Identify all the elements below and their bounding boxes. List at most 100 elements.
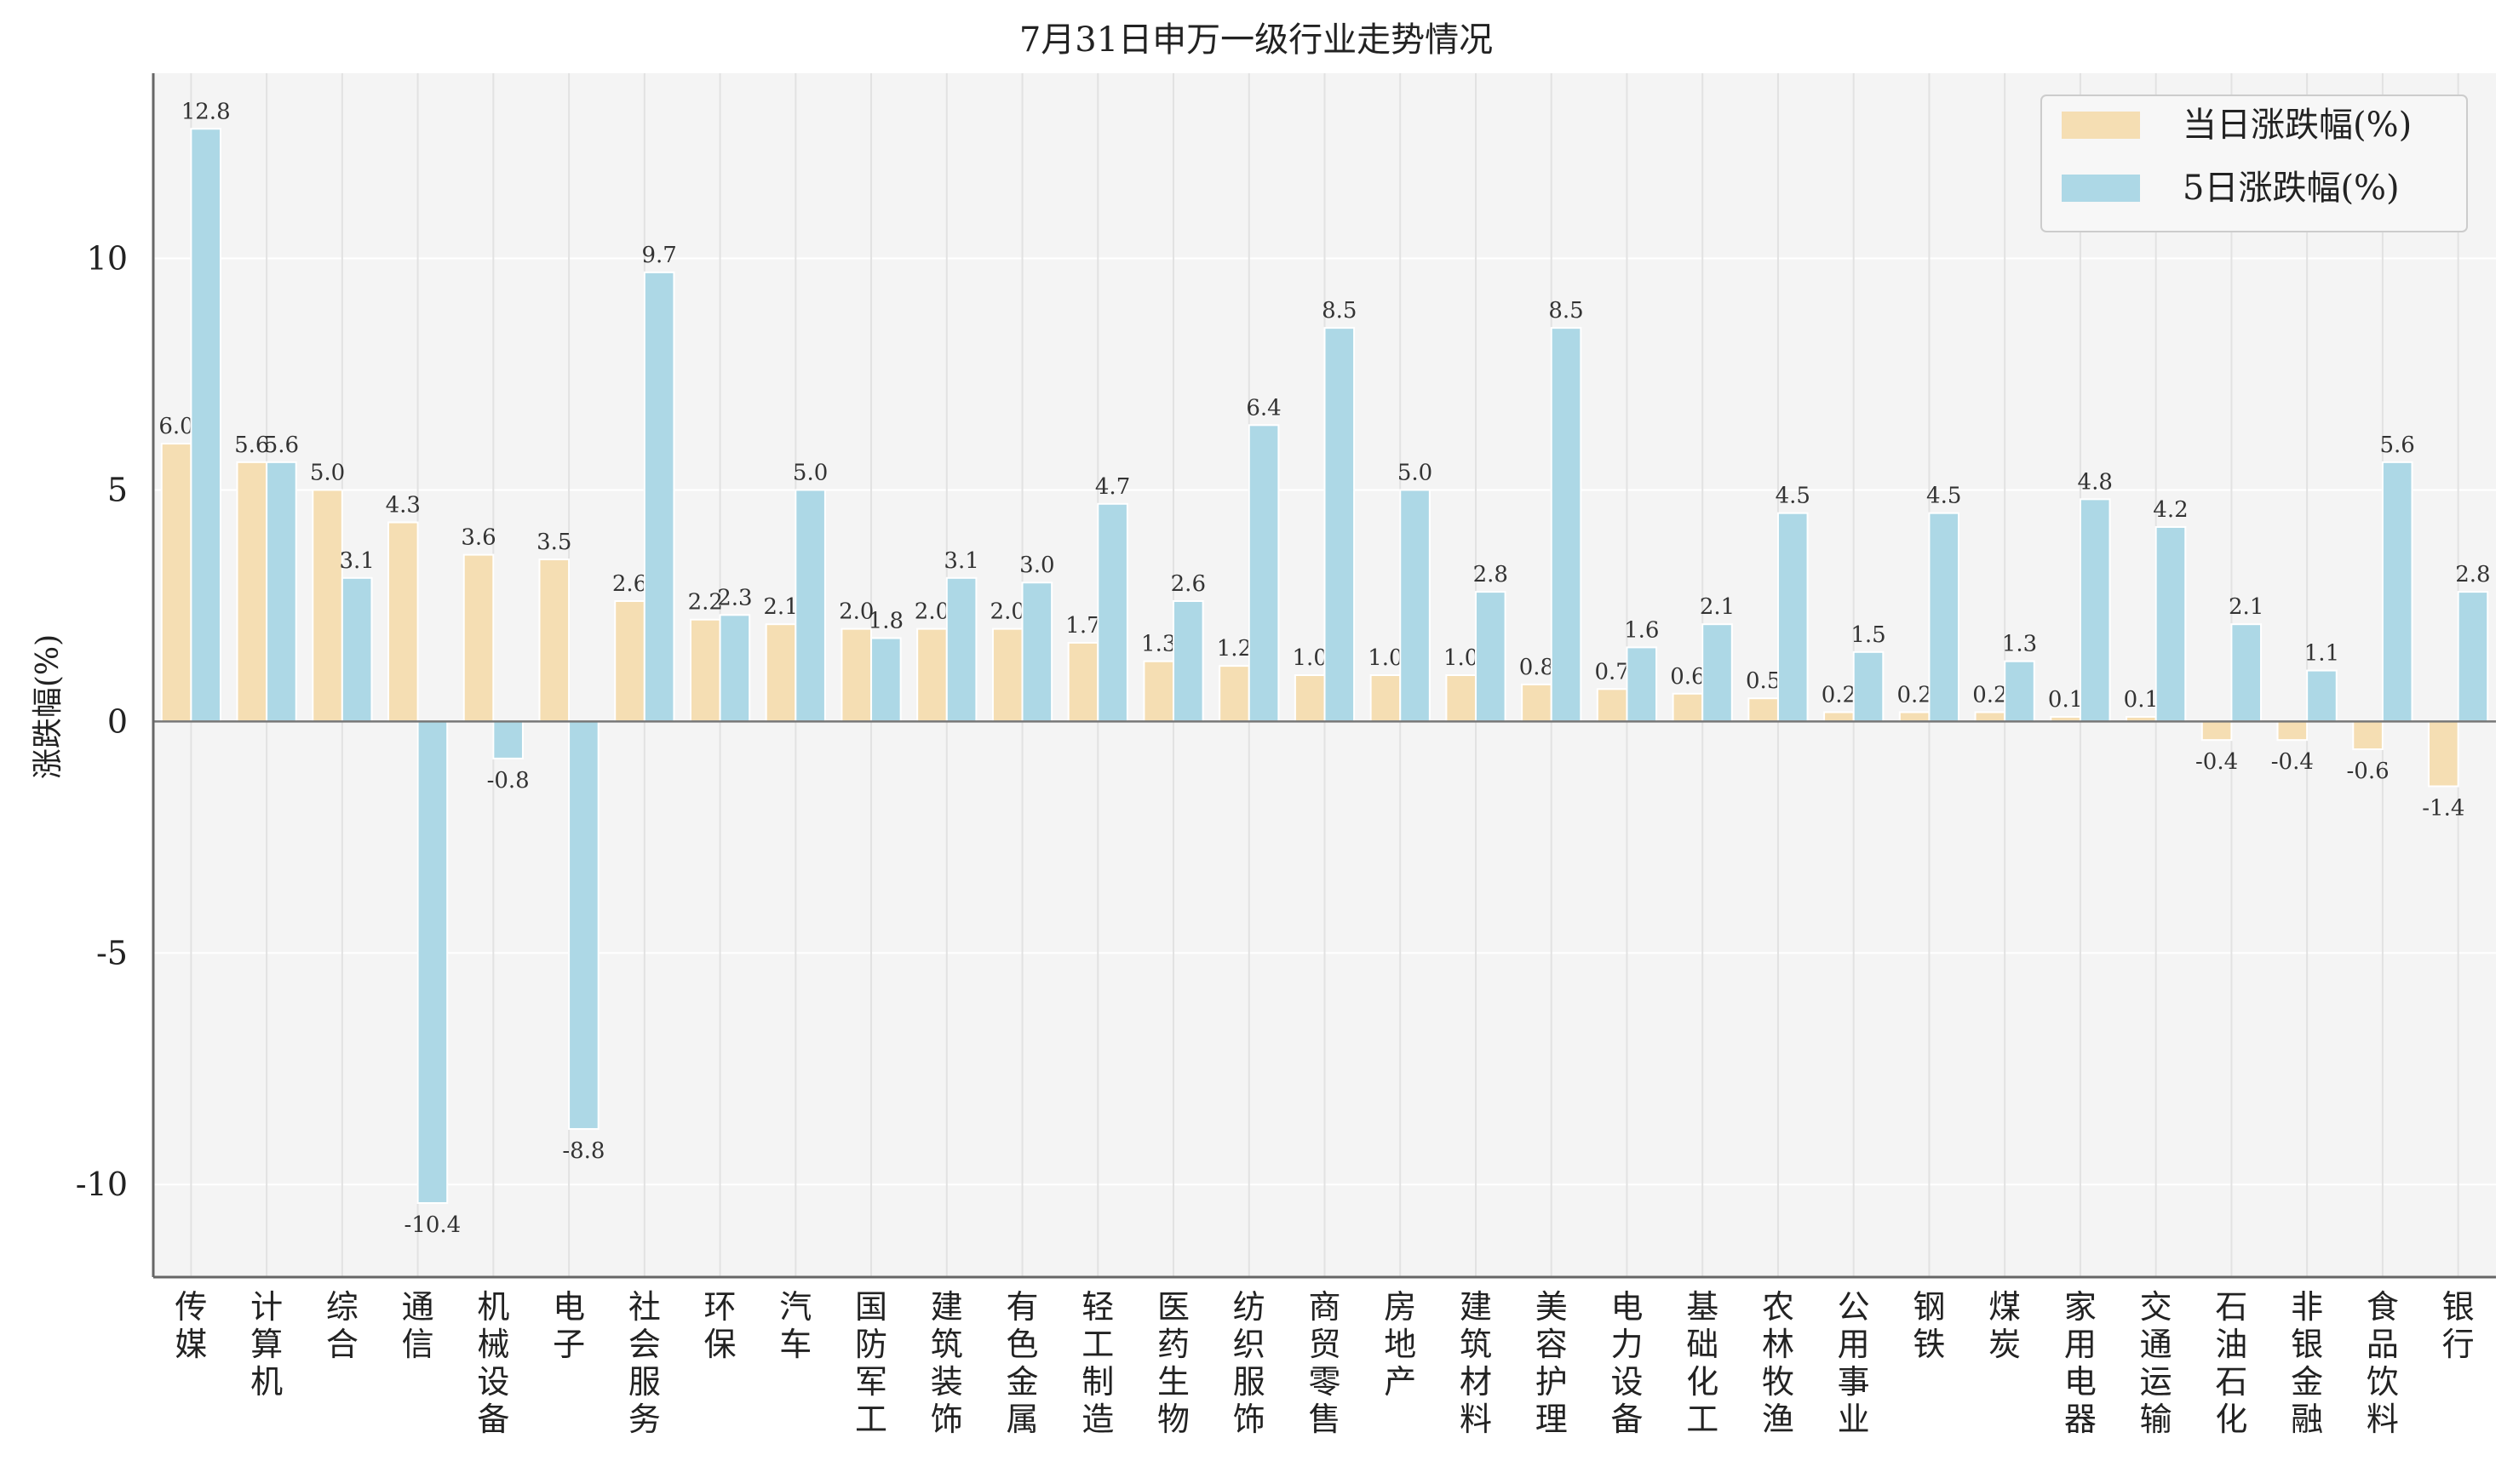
- data-label-daily: 0.2: [1896, 683, 1931, 708]
- data-label-five-day: 1.8: [869, 608, 904, 633]
- data-label-five-day: 6.4: [1246, 395, 1281, 421]
- bar-daily: [236, 461, 268, 723]
- bar-five-day: [2457, 591, 2489, 723]
- data-label-five-day: 2.3: [717, 585, 752, 610]
- bar-daily: [841, 627, 873, 723]
- bar-daily: [689, 618, 721, 723]
- x-category-label: 电子: [553, 1288, 585, 1363]
- data-label-daily: 0.8: [1519, 655, 1554, 680]
- bar-five-day: [2306, 669, 2338, 723]
- data-label-daily: -1.4: [2422, 796, 2464, 822]
- data-label-daily: 2.2: [688, 590, 723, 616]
- bar-daily: [1521, 683, 1552, 723]
- x-category-label: 公用事业: [1838, 1288, 1870, 1438]
- legend-box: [2040, 95, 2468, 232]
- y-tick-label: 0: [107, 702, 128, 740]
- data-label-five-day: -10.4: [404, 1212, 462, 1238]
- data-label-daily: 3.6: [461, 525, 496, 551]
- x-category-label: 非银金融: [2291, 1288, 2323, 1438]
- data-label-daily: 0.2: [1972, 683, 2007, 708]
- axes: [152, 73, 2496, 1279]
- bar-five-day: [1626, 646, 1658, 723]
- bar-daily: [1823, 711, 1855, 723]
- data-label-daily: 0.6: [1670, 664, 1705, 690]
- data-label-daily: 4.3: [386, 493, 421, 519]
- data-label-five-day: 5.6: [2380, 433, 2415, 458]
- bar-five-day: [643, 271, 675, 723]
- legend-swatch-daily: [2062, 112, 2140, 139]
- data-label-daily: 1.0: [1368, 645, 1403, 671]
- x-category-label: 医药生物: [1157, 1288, 1190, 1438]
- data-label-daily: 2.0: [990, 599, 1025, 625]
- bar-daily: [2352, 720, 2384, 751]
- data-label-five-day: 2.6: [1171, 571, 1206, 597]
- x-category-label: 基础化工: [1686, 1288, 1718, 1438]
- x-category-label: 传媒: [175, 1288, 207, 1363]
- x-category-label: 有色金属: [1007, 1288, 1039, 1438]
- bar-five-day: [1852, 650, 1885, 723]
- data-label-daily: 2.0: [915, 599, 950, 625]
- data-label-five-day: 4.7: [1095, 474, 1130, 500]
- bar-five-day: [1550, 327, 1582, 723]
- legend-label-daily: 当日涨跌幅(%): [2183, 106, 2412, 145]
- bar-five-day: [1399, 489, 1431, 723]
- x-category-label: 环保: [704, 1288, 737, 1363]
- bar-daily: [462, 553, 495, 723]
- bar-daily: [160, 443, 192, 723]
- y-tick-label: 5: [107, 471, 128, 508]
- x-category-label: 通信: [402, 1288, 434, 1363]
- x-category-label: 建筑装饰: [931, 1288, 963, 1438]
- bar-daily: [614, 599, 645, 723]
- data-label-five-day: 9.7: [641, 243, 676, 268]
- bar-daily: [1219, 665, 1250, 723]
- data-label-daily: -0.4: [2271, 749, 2314, 775]
- x-category-label: 纺织服饰: [1233, 1288, 1265, 1438]
- bar-five-day: [2154, 525, 2187, 723]
- data-label-daily: 1.3: [1141, 632, 1176, 657]
- bar-five-day: [1928, 512, 1960, 723]
- data-label-daily: 0.2: [1822, 683, 1856, 708]
- data-label-daily: 2.0: [839, 599, 874, 625]
- legend-label-five-day: 5日涨跌幅(%): [2183, 169, 2400, 208]
- data-label-daily: 2.1: [763, 594, 798, 620]
- bar-daily: [1067, 641, 1099, 723]
- bar-five-day: [1173, 599, 1204, 723]
- data-label-five-day: 5.6: [264, 433, 299, 458]
- bar-five-day: [1248, 424, 1280, 723]
- bar-five-day: [1097, 502, 1128, 723]
- x-category-label: 家用电器: [2064, 1288, 2097, 1438]
- x-category-label: 轻工制造: [1082, 1288, 1114, 1438]
- data-label-daily: 1.2: [1217, 636, 1252, 662]
- bar-five-day: [870, 637, 902, 723]
- x-category-label: 美容护理: [1535, 1288, 1568, 1438]
- bar-daily: [2428, 720, 2459, 788]
- data-label-daily: 1.7: [1065, 613, 1100, 639]
- x-category-label: 国防军工: [855, 1288, 887, 1438]
- x-category-label: 煤炭: [1988, 1288, 2021, 1363]
- chart-title: 7月31日申万一级行业走势情况: [1019, 20, 1493, 60]
- y-tick-labels: -10 -5 0 5 10: [76, 240, 128, 1204]
- legend: 当日涨跌幅(%) 5日涨跌幅(%): [2040, 95, 2468, 232]
- bar-daily: [916, 627, 948, 723]
- data-label-five-day: 2.8: [2455, 562, 2490, 587]
- bar-five-day: [190, 128, 221, 723]
- data-label-five-day: 3.1: [944, 548, 978, 574]
- bar-daily: [1974, 711, 2006, 723]
- bar-daily: [1747, 697, 1779, 723]
- y-tick-label: -5: [96, 934, 128, 971]
- data-label-five-day: 3.1: [339, 548, 374, 574]
- bars: 6.012.85.65.65.03.14.3-10.43.6-0.83.5-8.…: [158, 99, 2490, 1238]
- data-label-five-day: -0.8: [487, 768, 530, 794]
- x-category-label: 交通运输: [2140, 1288, 2172, 1438]
- bar-five-day: [2004, 660, 2035, 723]
- bar-daily: [1596, 688, 1628, 723]
- x-category-label: 房地产: [1384, 1288, 1416, 1401]
- data-label-daily: -0.6: [2347, 759, 2390, 784]
- data-label-five-day: 12.8: [181, 99, 231, 124]
- data-label-daily: 1.0: [1293, 645, 1328, 671]
- x-category-label: 农林牧渔: [1762, 1288, 1794, 1438]
- data-label-five-day: 4.8: [2078, 469, 2113, 495]
- data-label-five-day: 3.0: [1019, 553, 1054, 578]
- data-label-five-day: 1.6: [1624, 617, 1659, 643]
- bar-five-day: [2230, 623, 2263, 723]
